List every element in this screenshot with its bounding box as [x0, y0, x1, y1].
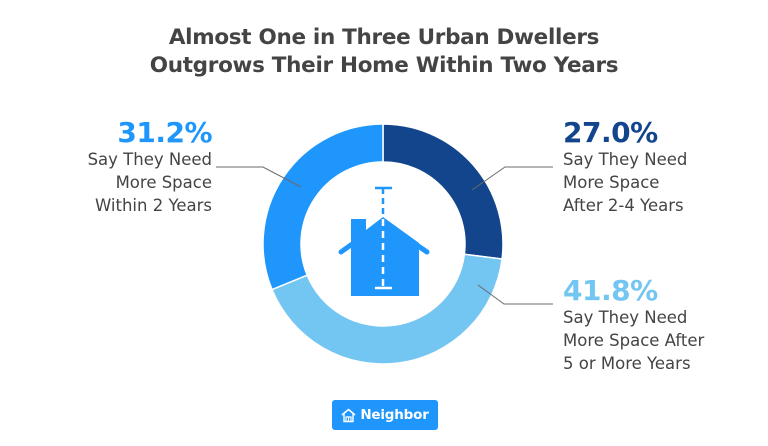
desc-line: Say They Need	[563, 308, 688, 327]
segment-within-2-years	[262, 123, 384, 291]
desc-line: More Space	[115, 173, 212, 192]
brand-label: Neighbor	[360, 407, 429, 423]
house-measure-icon	[338, 186, 430, 296]
segment-after-5-years	[271, 253, 503, 365]
desc-line: More Space After	[563, 331, 705, 350]
chart-title-line-1: Almost One in Three Urban Dwellers	[168, 25, 600, 50]
desc-line: Say They Need	[563, 150, 688, 169]
leader-line-within-2	[216, 166, 302, 188]
neighbor-brand-button[interactable]: Neighbor	[332, 400, 438, 430]
chart-title: Almost One in Three Urban Dwellers Outgr…	[0, 24, 768, 80]
desc-line: After 2-4 Years	[563, 196, 684, 215]
pct-within-2-years: 31.2%	[117, 116, 212, 149]
desc-line: 5 or More Years	[563, 354, 691, 373]
house-icon	[341, 408, 356, 422]
label-within-2-years: 31.2% Say They Need More Space Within 2 …	[87, 116, 213, 217]
desc-line: More Space	[563, 173, 660, 192]
donut-segments	[262, 123, 504, 365]
chart-title-line-2: Outgrows Their Home Within Two Years	[149, 53, 619, 78]
pct-after-5-years: 41.8%	[563, 274, 658, 307]
label-after-2-4-years: 27.0% Say They Need More Space After 2-4…	[563, 118, 687, 217]
pct-after-2-4-years: 27.0%	[563, 116, 658, 149]
label-after-5-years: 41.8% Say They Need More Space After 5 o…	[563, 276, 704, 375]
leader-line-after-5	[477, 284, 553, 305]
desc-line: Say They Need	[87, 150, 212, 169]
leader-line-after-2-4	[471, 166, 553, 191]
desc-line: Within 2 Years	[94, 196, 212, 215]
